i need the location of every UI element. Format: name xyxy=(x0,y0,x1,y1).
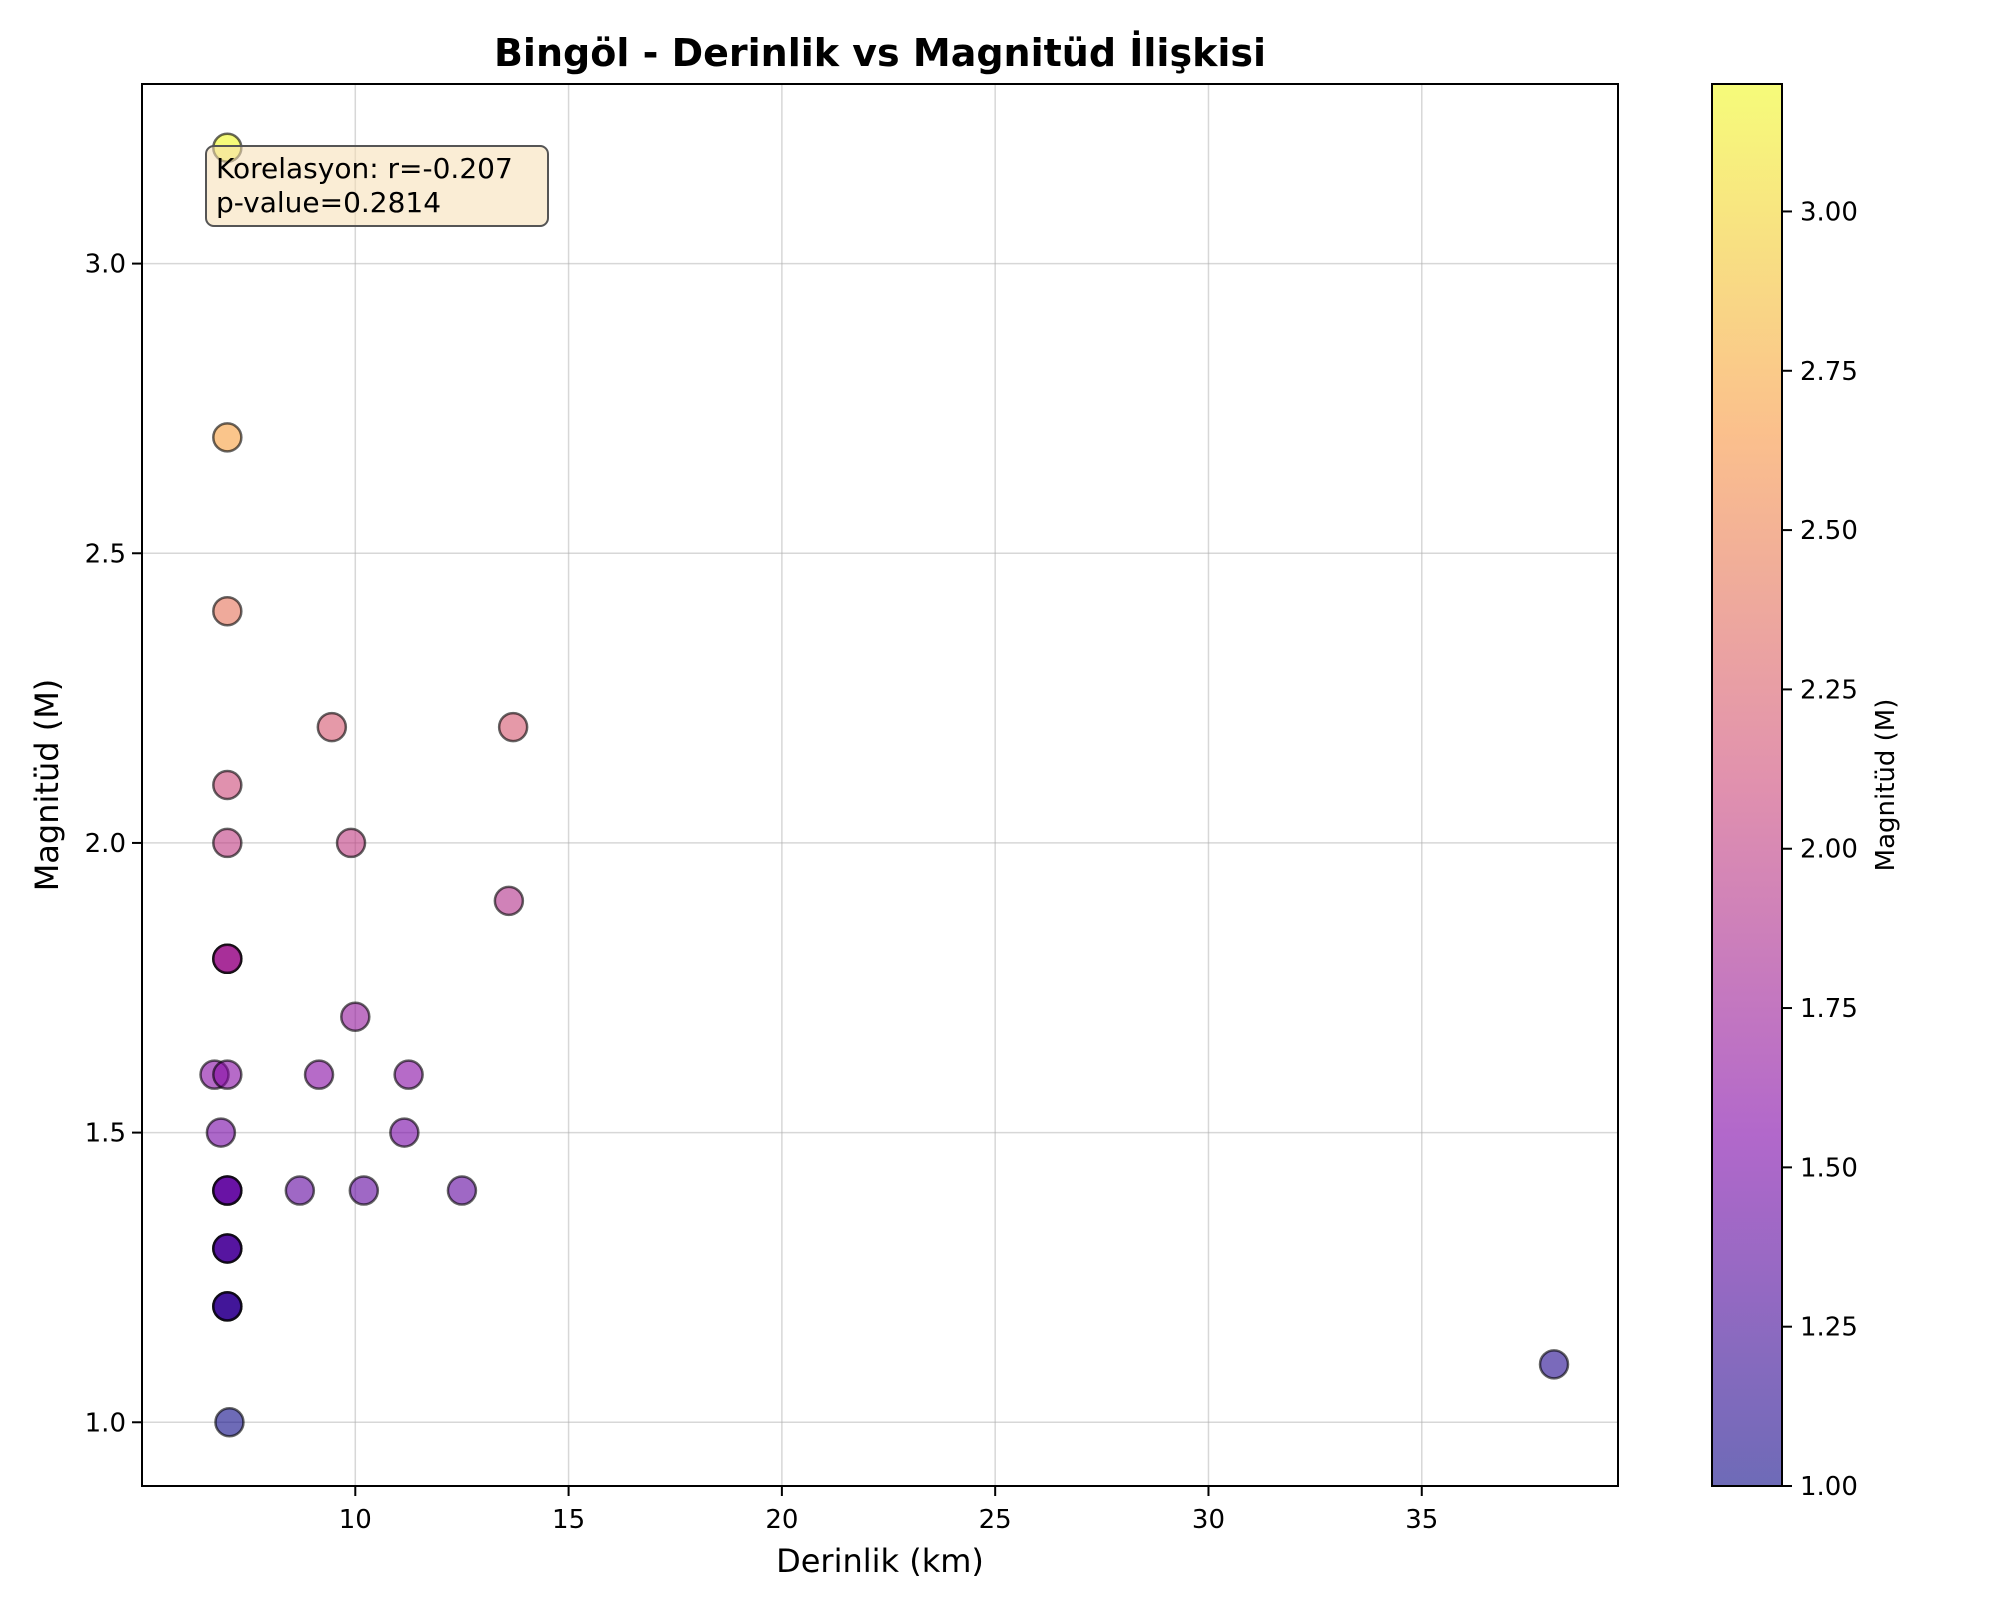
data-point xyxy=(212,943,243,975)
data-point xyxy=(389,1117,420,1148)
data-point xyxy=(340,1001,371,1032)
colorbar: 1.00 1.25 1.50 1.75 2.00 2.25 2.50 2.75 3.00 Mag… xyxy=(1711,83,1901,1502)
data-point xyxy=(348,1175,380,1206)
data-point xyxy=(316,711,348,743)
data-point xyxy=(212,1175,243,1206)
colorbar-tick-label: 1.25 xyxy=(1800,1313,1858,1343)
colorbar-gradient xyxy=(1711,83,1783,1487)
data-point xyxy=(335,827,367,859)
data-point xyxy=(212,1291,243,1322)
colorbar-tick-label: 2.75 xyxy=(1800,357,1858,387)
y-tick-label: 2.5 xyxy=(85,539,126,569)
data-point xyxy=(493,885,525,917)
data-point xyxy=(284,1175,316,1206)
x-tick-label: 35 xyxy=(1405,1505,1438,1535)
data-point xyxy=(393,1059,424,1090)
grid xyxy=(142,84,1618,1486)
colorbar-tick-label: 1.50 xyxy=(1800,1153,1858,1183)
data-points xyxy=(199,132,1570,1438)
annotation-box xyxy=(205,145,549,227)
colorbar-tick-label: 2.00 xyxy=(1800,835,1858,865)
data-point xyxy=(212,422,243,453)
y-tick-label: 1.5 xyxy=(85,1119,126,1149)
x-tick-label: 15 xyxy=(552,1505,585,1535)
data-point xyxy=(212,1059,243,1090)
y-tick-label: 3.0 xyxy=(85,250,126,280)
x-tick-label: 20 xyxy=(765,1505,798,1535)
data-point xyxy=(1538,1349,1570,1380)
colorbar-tick-label: 1.00 xyxy=(1800,1472,1858,1502)
data-point xyxy=(205,1117,237,1148)
annotation-line-1: Korelasyon: r=-0.207 xyxy=(216,152,513,185)
correlation-annotation: Korelasyon: r=-0.207 p-value=0.2814 xyxy=(205,145,549,227)
x-axis-label: Derinlik (km) xyxy=(776,1542,984,1580)
colorbar-tick-label: 2.50 xyxy=(1800,516,1858,546)
data-point xyxy=(303,1059,335,1090)
colorbar-tick-label: 1.75 xyxy=(1800,994,1858,1024)
y-tick-label: 2.0 xyxy=(85,829,126,859)
colorbar-ticks: 1.00 1.25 1.50 1.75 2.00 2.25 2.50 2.75 3.00 xyxy=(1782,197,1858,1502)
colorbar-label: Magnitüd (M) xyxy=(1871,699,1901,872)
chart-title: Bingöl - Derinlik vs Magnitüd İlişkisi xyxy=(494,31,1266,75)
colorbar-tick-label: 2.25 xyxy=(1800,675,1858,705)
annotation-line-2: p-value=0.2814 xyxy=(216,186,441,219)
x-axis-ticks: 10 15 20 25 30 35 xyxy=(339,1486,1438,1535)
y-axis-ticks: 1.0 1.5 2.0 2.5 3.0 xyxy=(85,250,142,1438)
x-tick-label: 10 xyxy=(339,1505,372,1535)
data-point xyxy=(497,711,529,743)
y-axis-label: Magnitüd (M) xyxy=(28,679,66,892)
x-tick-label: 25 xyxy=(979,1505,1012,1535)
data-point xyxy=(212,827,243,859)
plot-frame xyxy=(141,83,1619,1487)
y-tick-label: 1.0 xyxy=(85,1408,126,1438)
data-point xyxy=(446,1175,478,1206)
x-tick-label: 30 xyxy=(1192,1505,1225,1535)
data-point xyxy=(212,769,243,801)
data-point xyxy=(212,1233,243,1264)
data-point xyxy=(212,595,243,627)
data-point xyxy=(214,1407,245,1438)
colorbar-tick-label: 3.00 xyxy=(1800,197,1858,227)
